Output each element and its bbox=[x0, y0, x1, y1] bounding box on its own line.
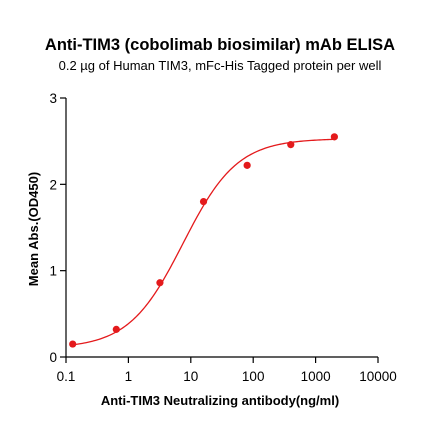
x-tick-label: 1000 bbox=[301, 369, 331, 384]
data-point bbox=[156, 279, 164, 287]
data-point bbox=[199, 198, 208, 206]
data-point bbox=[330, 133, 338, 141]
fit-curve-layer bbox=[72, 138, 335, 346]
data-point bbox=[112, 325, 120, 333]
x-tick-label: 10000 bbox=[359, 369, 397, 384]
x-axis-title: Anti-TIM3 Neutralizing antibody(ng/ml) bbox=[101, 393, 339, 408]
y-tick-label: 3 bbox=[49, 91, 57, 106]
chart-title: Anti-TIM3 (cobolimab biosimilar) mAb ELI… bbox=[45, 36, 395, 54]
chart-subtitle: 0.2 µg of Human TIM3, mFc-His Tagged pro… bbox=[59, 58, 382, 73]
y-tick-label: 1 bbox=[49, 264, 57, 279]
y-tick-label: 0 bbox=[49, 350, 57, 365]
y-axis-title: Mean Abs.(OD450) bbox=[26, 172, 41, 286]
data-point bbox=[243, 161, 251, 169]
data-points bbox=[69, 133, 338, 348]
x-tick-label: 100 bbox=[242, 369, 265, 384]
x-tick-label: 10 bbox=[183, 369, 198, 384]
x-tick-label: 0.1 bbox=[57, 369, 76, 384]
y-tick-label: 2 bbox=[49, 177, 57, 192]
axes: 0 1 2 3 0.1 1 10 100 1000 10000 bbox=[49, 91, 396, 384]
fit-curve bbox=[72, 138, 335, 346]
data-point bbox=[69, 340, 77, 348]
data-point bbox=[287, 141, 295, 149]
x-tick-label: 1 bbox=[125, 369, 133, 384]
